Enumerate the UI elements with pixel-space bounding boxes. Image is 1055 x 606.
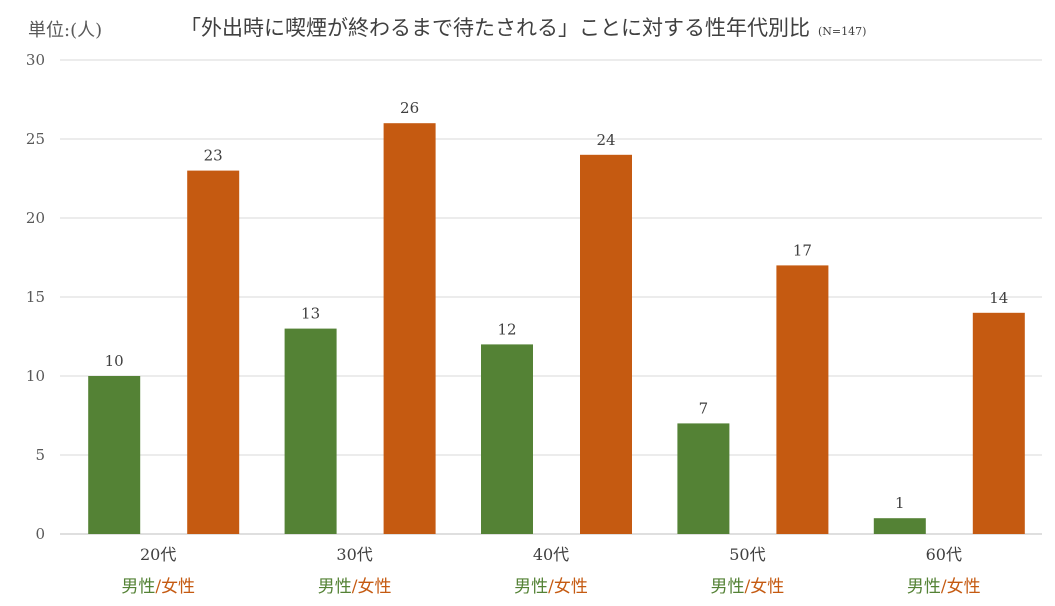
male-label: 男性 xyxy=(514,577,548,597)
y-tick-label: 15 xyxy=(26,288,45,306)
male-label: 男性 xyxy=(318,577,352,597)
female-label: 女性 xyxy=(947,577,981,597)
data-label: 26 xyxy=(400,99,419,117)
y-tick-label: 25 xyxy=(26,130,45,148)
data-label: 17 xyxy=(793,241,812,259)
data-label: 24 xyxy=(596,131,615,149)
female-label: 女性 xyxy=(750,577,784,597)
female-label: 女性 xyxy=(161,577,195,597)
label-separator: / xyxy=(352,577,358,597)
male-label: 男性 xyxy=(907,577,941,597)
chart-title-text: 「外出時に喫煙が終わるまで待たされる」ことに対する性年代別比 xyxy=(180,16,810,40)
data-label: 7 xyxy=(699,399,709,417)
label-separator: / xyxy=(745,577,751,597)
data-label: 12 xyxy=(497,320,516,338)
y-tick-label: 30 xyxy=(26,51,45,69)
y-tick-label: 20 xyxy=(26,209,45,227)
data-label: 14 xyxy=(989,289,1008,307)
x-tick-label: 60代 xyxy=(926,545,962,564)
x-tick-label: 20代 xyxy=(140,545,176,564)
data-label: 1 xyxy=(895,494,905,512)
male-label: 男性 xyxy=(711,577,745,597)
sex-label: 男性/女性 xyxy=(907,577,981,597)
x-tick-label: 50代 xyxy=(729,545,765,564)
female-bar xyxy=(383,123,436,534)
data-label: 13 xyxy=(301,305,320,323)
sex-label: 男性/女性 xyxy=(711,577,785,597)
unit-label: 単位:(人) xyxy=(28,20,103,41)
male-bar xyxy=(677,423,730,534)
data-label: 23 xyxy=(204,147,223,165)
x-tick-label: 40代 xyxy=(533,545,569,564)
data-label: 10 xyxy=(105,352,124,370)
male-bar xyxy=(873,518,926,534)
label-separator: / xyxy=(941,577,947,597)
female-label: 女性 xyxy=(554,577,588,597)
male-label: 男性 xyxy=(121,577,155,597)
label-separator: / xyxy=(155,577,161,597)
sex-label: 男性/女性 xyxy=(318,577,392,597)
label-separator: / xyxy=(548,577,554,597)
y-tick-label: 10 xyxy=(26,367,45,385)
female-bar xyxy=(972,312,1025,534)
y-tick-label: 0 xyxy=(35,525,45,543)
female-bar xyxy=(187,170,240,534)
female-bar xyxy=(580,154,632,535)
male-bar xyxy=(88,376,141,534)
x-tick-label: 30代 xyxy=(336,545,372,564)
y-tick-label: 5 xyxy=(35,446,45,464)
sex-label: 男性/女性 xyxy=(121,577,195,597)
female-label: 女性 xyxy=(357,577,391,597)
sex-label: 男性/女性 xyxy=(514,577,588,597)
male-bar xyxy=(284,328,337,534)
male-bar xyxy=(481,344,533,534)
female-bar xyxy=(776,265,829,534)
chart-subtitle: (N=147) xyxy=(818,25,867,38)
chart-title: 「外出時に喫煙が終わるまで待たされる」ことに対する性年代別比 (N=147) xyxy=(180,12,866,42)
